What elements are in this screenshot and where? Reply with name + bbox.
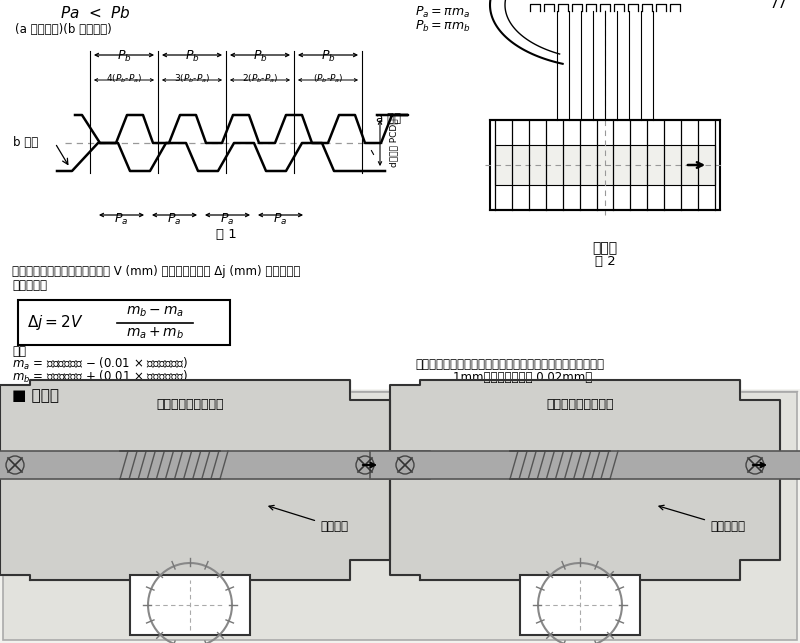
Text: $m_b - m_a$: $m_b - m_a$: [126, 304, 184, 319]
Text: 圖 1: 圖 1: [216, 228, 236, 241]
Text: 基準齒: 基準齒: [593, 241, 618, 255]
Bar: [3, 392, 797, 640]
Text: 雙導程蝸桿的嚙合部沿軸向移動 V (mm) 時齒隙的變化量 Δj (mm) 可由下面的: 雙導程蝸桿的嚙合部沿軸向移動 V (mm) 時齒隙的變化量 Δj (mm) 可由…: [12, 265, 300, 278]
Text: $P_a$: $P_a$: [220, 212, 234, 227]
Text: 77: 77: [770, 0, 787, 11]
Text: $m_a + m_b$: $m_a + m_b$: [126, 326, 184, 341]
Text: $Pa$  <  $Pb$: $Pa$ < $Pb$: [60, 5, 131, 21]
Text: $P_a$: $P_a$: [274, 212, 288, 227]
Text: 圖 2: 圖 2: [594, 255, 615, 268]
Text: $P_b$: $P_b$: [321, 49, 335, 64]
Text: $P_a$: $P_a$: [114, 212, 129, 227]
Bar: [130, 575, 250, 635]
Text: 3($P_b$-$P_a$): 3($P_b$-$P_a$): [174, 73, 210, 85]
Bar: [18, 300, 230, 345]
Text: $\Delta j = 2V$: $\Delta j = 2V$: [27, 313, 83, 332]
Bar: [495, 145, 715, 185]
Bar: [0, 0, 800, 388]
Text: 調整螺栓: 調整螺栓: [269, 505, 348, 533]
Polygon shape: [390, 380, 780, 580]
Text: ($P_b$-$P_a$): ($P_b$-$P_a$): [313, 73, 343, 85]
Bar: [0, 451, 430, 479]
Text: $m_b$ = 公稱軸向模數 + (0.01 × 公稱軸向模數): $m_b$ = 公稱軸向模數 + (0.01 × 公稱軸向模數): [12, 369, 188, 385]
Text: $P_a = \pi m_a$: $P_a = \pi m_a$: [415, 5, 470, 20]
Text: 4($P_b$-$P_a$): 4($P_b$-$P_a$): [106, 73, 142, 85]
Text: a 齒面: a 齒面: [376, 111, 401, 125]
Text: d（公稱 PCD）: d（公稱 PCD）: [390, 119, 398, 167]
Text: 【附注】所有模數的雙導程蝸桿被設計為蝸桿在軸方向每移動: 【附注】所有模數的雙導程蝸桿被設計為蝸桿在軸方向每移動: [415, 358, 604, 371]
Text: 調整用墊片: 調整用墊片: [659, 505, 745, 533]
Text: 1mm，齒隙變化量為 0.02mm。: 1mm，齒隙變化量為 0.02mm。: [453, 371, 592, 384]
Text: 公式計算。: 公式計算。: [12, 279, 47, 292]
Polygon shape: [0, 380, 390, 580]
Bar: [370, 451, 800, 479]
Text: 使用螺栓的調整機構: 使用螺栓的調整機構: [156, 398, 224, 411]
Bar: [490, 120, 720, 210]
Text: b 齒面: b 齒面: [13, 136, 38, 149]
Text: $m_a$ = 公稱軸向模數 − (0.01 × 公稱軸向模數): $m_a$ = 公稱軸向模數 − (0.01 × 公稱軸向模數): [12, 356, 188, 372]
Text: $P_b$: $P_b$: [117, 49, 131, 64]
Text: (a 齒面齒距)(b 齒面齒距): (a 齒面齒距)(b 齒面齒距): [15, 23, 112, 36]
Text: $P_b = \pi m_b$: $P_b = \pi m_b$: [415, 19, 470, 34]
Bar: [520, 575, 640, 635]
Text: $P_b$: $P_b$: [253, 49, 267, 64]
Text: 2($P_b$-$P_a$): 2($P_b$-$P_a$): [242, 73, 278, 85]
Text: $P_b$: $P_b$: [185, 49, 199, 64]
Text: ■ 使用例: ■ 使用例: [12, 388, 59, 403]
Text: $P_a$: $P_a$: [167, 212, 182, 227]
Text: 使用墊片的調整機構: 使用墊片的調整機構: [546, 398, 614, 411]
Text: 其中: 其中: [12, 345, 26, 358]
